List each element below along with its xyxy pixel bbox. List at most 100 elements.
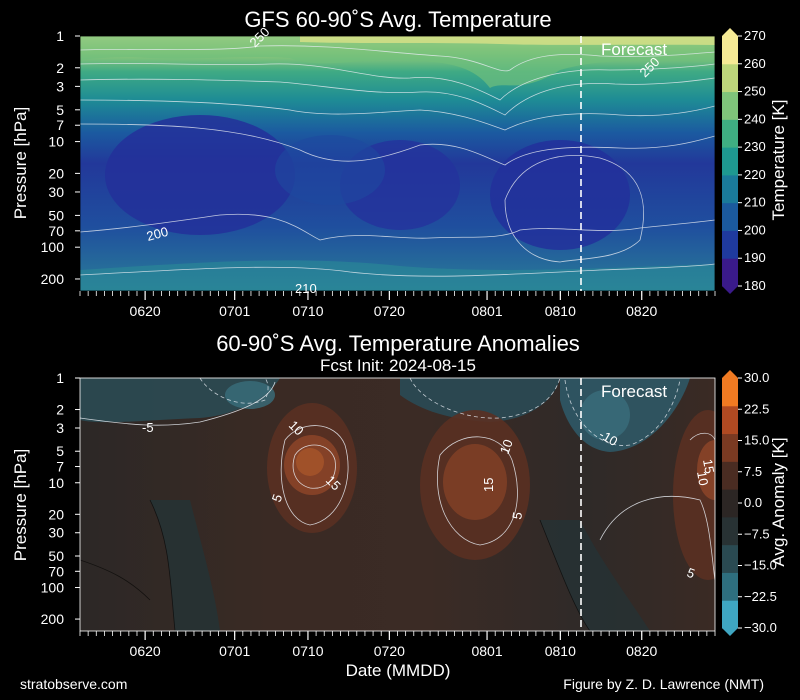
colorbar-tick-label: 190	[744, 250, 766, 265]
y-tick-label: 100	[41, 239, 65, 255]
x-tick-label: 0810	[545, 643, 576, 659]
y-tick-label: 1	[56, 28, 64, 44]
x-tick-label: 0710	[292, 303, 323, 319]
colorbar-swatch	[722, 63, 738, 93]
x-tick-label: 0820	[626, 643, 657, 659]
y-tick-label: 5	[56, 102, 64, 118]
y-tick-label: 10	[48, 134, 64, 150]
colorbar-tick-label: 220	[744, 167, 766, 182]
colorbar-tick-label: 0.0	[744, 495, 762, 510]
top-x-ticks: 0620 0701 0710 0720 0801 0810 0820	[130, 291, 658, 319]
colorbar-tick-label: 15.0	[744, 433, 769, 448]
colorbar-swatch	[722, 544, 738, 573]
bottom-contour-label: 15	[700, 458, 717, 475]
y-tick-label: 1	[56, 370, 64, 386]
bottom-contour-label: 5	[509, 511, 525, 521]
y-tick-label: 200	[41, 271, 65, 287]
y-tick-label: 3	[56, 420, 64, 436]
top-contour-label: 210	[295, 281, 317, 296]
colorbar-tick-label: 240	[744, 111, 766, 126]
colorbar-swatch	[722, 119, 738, 148]
bottom-contour-label: -5	[142, 420, 154, 435]
colorbar-swatch	[722, 489, 738, 518]
y-tick-label: 20	[48, 506, 64, 522]
colorbar-tick-label: 210	[744, 195, 766, 210]
top-forecast-label: Forecast	[601, 40, 667, 59]
colorbar-swatch	[722, 36, 738, 65]
y-tick-label: 200	[41, 611, 65, 627]
top-panel: GFS 60-90˚S Avg. Temperature	[11, 7, 788, 319]
x-tick-label: 0620	[130, 643, 161, 659]
y-tick-label: 2	[56, 402, 64, 418]
y-tick-label: 7	[56, 117, 64, 133]
y-tick-label: 70	[48, 563, 64, 579]
y-tick-label: 100	[41, 580, 65, 596]
colorbar-swatch	[722, 600, 738, 629]
colorbar-tick-label: 7.5	[744, 464, 762, 479]
colorbar-extend-min	[722, 286, 738, 294]
x-tick-label: 0801	[471, 643, 502, 659]
bottom-chart-subtitle: Fcst Init: 2024-08-15	[320, 356, 476, 375]
colorbar-extend-min	[722, 628, 738, 636]
y-tick-label: 3	[56, 78, 64, 94]
colorbar-swatch	[722, 405, 738, 435]
bottom-contour-label: 15	[481, 478, 496, 492]
colorbar-swatch	[722, 378, 738, 407]
colorbar-swatch	[722, 433, 738, 462]
y-tick-label: 5	[56, 443, 64, 459]
bottom-y-axis-label: Pressure [hPa]	[11, 449, 30, 561]
top-y-axis-label: Pressure [hPa]	[11, 107, 30, 219]
y-tick-label: 30	[48, 184, 64, 200]
colorbar-swatch	[722, 258, 738, 287]
top-colorbar-label: Temperature [K]	[769, 100, 788, 221]
colorbar-tick-label: −7.5	[744, 526, 770, 541]
colorbar-extend-max	[722, 370, 738, 378]
bottom-contour-label: 10	[694, 470, 711, 487]
y-tick-label: 70	[48, 223, 64, 239]
x-tick-label: 0701	[219, 643, 250, 659]
colorbar-tick-label: 250	[744, 84, 766, 99]
bottom-contour-label: 5	[269, 492, 286, 504]
bottom-contour-label: 5	[685, 565, 697, 582]
x-tick-label: 0820	[626, 303, 657, 319]
footer-site[interactable]: stratobserve.com	[20, 676, 128, 692]
x-tick-label: 0801	[471, 303, 502, 319]
bottom-panel: 60-90˚S Avg. Temperature Anomalies Fcst …	[11, 331, 788, 680]
bottom-contour-label: 10	[497, 437, 516, 456]
y-tick-label: 20	[48, 165, 64, 181]
top-chart-title: GFS 60-90˚S Avg. Temperature	[244, 7, 551, 32]
bottom-colorbar-label: Avg. Anomaly [K]	[769, 437, 788, 566]
colorbar-swatch	[722, 516, 738, 546]
x-tick-label: 0720	[374, 643, 405, 659]
top-temperature-field	[80, 36, 715, 291]
x-tick-label: 0701	[219, 303, 250, 319]
y-tick-label: 10	[48, 475, 64, 491]
bottom-anomaly-field	[80, 378, 715, 631]
bottom-x-minor-ticks	[79, 631, 716, 636]
colorbar-swatch	[722, 230, 738, 259]
top-x-minor-ticks	[79, 291, 716, 296]
footer-credit: Figure by Z. D. Lawrence (NMT)	[563, 676, 764, 692]
colorbar-tick-label: 180	[744, 278, 766, 293]
colorbar-tick-label: −22.5	[744, 589, 777, 604]
bottom-chart-title: 60-90˚S Avg. Temperature Anomalies	[216, 331, 580, 356]
colorbar-swatch	[722, 91, 738, 120]
bottom-x-ticks: 0620 0701 0710 0720 0801 0810 0820	[130, 631, 658, 659]
y-tick-label: 50	[48, 207, 64, 223]
y-tick-label: 2	[56, 60, 64, 76]
top-contour-label: 200	[145, 224, 170, 244]
colorbar-extend-max	[722, 28, 738, 36]
colorbar-tick-label: 260	[744, 56, 766, 71]
colorbar-swatch	[722, 202, 738, 231]
y-tick-label: 30	[48, 525, 64, 541]
bottom-colorbar: −30.0 −22.5 −15.0 −7.5 0.0 7.5 15.0 22.5 30.0	[722, 370, 777, 636]
bottom-x-axis-label: Date (MMDD)	[346, 661, 451, 680]
x-tick-label: 0710	[292, 643, 323, 659]
bottom-forecast-label: Forecast	[601, 382, 667, 401]
colorbar-tick-label: 22.5	[744, 401, 769, 416]
colorbar-tick-label: 230	[744, 139, 766, 154]
colorbar-tick-label: −30.0	[744, 620, 777, 635]
